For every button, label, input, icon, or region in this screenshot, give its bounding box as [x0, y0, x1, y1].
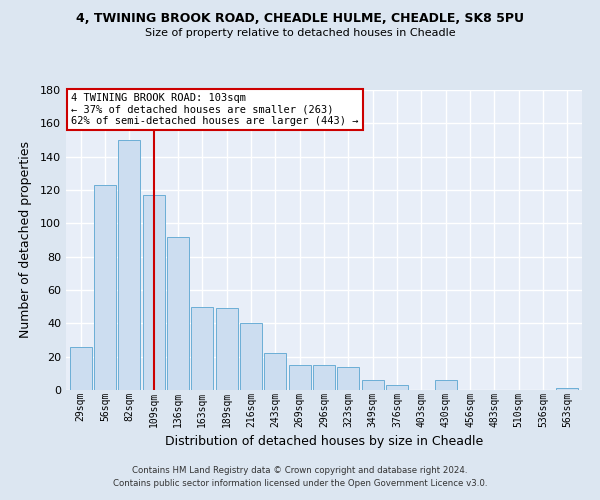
Bar: [191, 306, 213, 390]
Bar: [94, 185, 116, 390]
Bar: [289, 365, 311, 390]
Bar: [240, 324, 262, 390]
Bar: [313, 365, 335, 390]
Bar: [556, 388, 578, 390]
Text: 4 TWINING BROOK ROAD: 103sqm
← 37% of detached houses are smaller (263)
62% of s: 4 TWINING BROOK ROAD: 103sqm ← 37% of de…: [71, 93, 359, 126]
Bar: [362, 380, 383, 390]
Bar: [143, 195, 164, 390]
Bar: [215, 308, 238, 390]
Bar: [265, 354, 286, 390]
Text: 4, TWINING BROOK ROAD, CHEADLE HULME, CHEADLE, SK8 5PU: 4, TWINING BROOK ROAD, CHEADLE HULME, CH…: [76, 12, 524, 26]
Bar: [337, 366, 359, 390]
Bar: [435, 380, 457, 390]
Bar: [386, 385, 408, 390]
Y-axis label: Number of detached properties: Number of detached properties: [19, 142, 32, 338]
X-axis label: Distribution of detached houses by size in Cheadle: Distribution of detached houses by size …: [165, 435, 483, 448]
Text: Contains HM Land Registry data © Crown copyright and database right 2024.
Contai: Contains HM Land Registry data © Crown c…: [113, 466, 487, 487]
Bar: [70, 346, 92, 390]
Text: Size of property relative to detached houses in Cheadle: Size of property relative to detached ho…: [145, 28, 455, 38]
Bar: [167, 236, 189, 390]
Bar: [118, 140, 140, 390]
